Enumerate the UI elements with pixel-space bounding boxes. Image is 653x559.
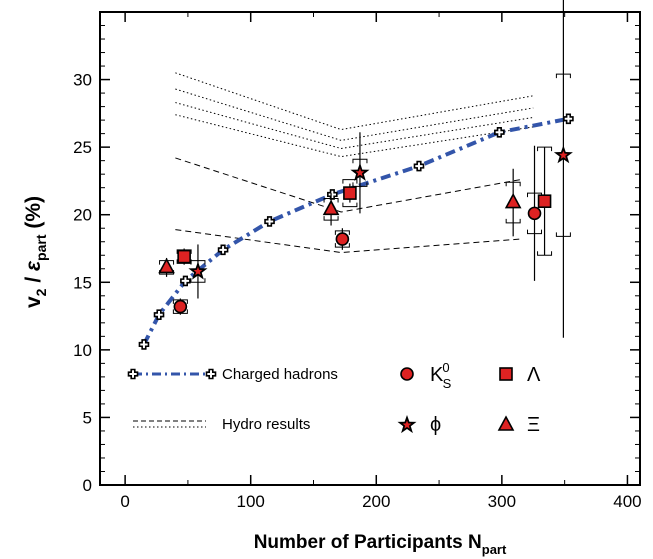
series-1 — [172, 145, 543, 315]
legend-charged-marker-left — [127, 368, 139, 380]
point-cross-2 — [180, 275, 191, 287]
point-circle-2 — [527, 206, 542, 221]
legend-xi-label: Ξ — [527, 414, 540, 436]
hydro-curves — [175, 72, 534, 254]
legend-lambda-label: Λ — [527, 364, 541, 386]
point-star-1 — [350, 162, 370, 181]
point-star-0 — [188, 261, 208, 280]
hydro-dotted-3 — [175, 114, 534, 158]
legend-cross-icon — [127, 368, 139, 380]
y-axis-title-eps-sub: part — [33, 234, 49, 261]
point-cross-0 — [138, 339, 150, 350]
x-tick-label-0: 0 — [120, 492, 129, 511]
y-tick-label-10: 10 — [73, 341, 92, 360]
point-triangle-0 — [158, 257, 175, 274]
legend-lambda-marker — [499, 367, 513, 381]
legend-square-icon — [499, 367, 513, 381]
axis-ticks: 0 100 200 300 400 0 5 10 15 20 25 30 — [73, 12, 642, 511]
legend-phi-marker — [397, 415, 417, 434]
y-axis-title-v-sub: 2 — [33, 288, 49, 296]
point-triangle-1 — [322, 199, 340, 216]
series-4 — [158, 168, 522, 277]
hydro-dotted-1 — [175, 88, 534, 141]
point-square-2 — [537, 194, 552, 208]
point-circle-0 — [173, 299, 188, 314]
sys-bracket — [537, 146, 553, 256]
sys-bracket — [323, 197, 339, 221]
legend-charged-marker-right — [205, 368, 217, 380]
sys-bracket — [505, 181, 521, 224]
data-points — [138, 0, 574, 350]
point-circle-1 — [335, 232, 350, 246]
point-cross-5 — [327, 189, 338, 200]
y-axis-title-v: v — [22, 296, 45, 308]
y-tick-label-25: 25 — [73, 138, 92, 157]
hydro-dashed-0 — [175, 229, 521, 254]
x-axis-title-main: Number of Participants — [254, 532, 463, 553]
y-axis-title-eps: ε — [22, 260, 45, 271]
point-star-2 — [553, 145, 573, 164]
point-square-1 — [343, 186, 357, 200]
point-cross-6 — [413, 160, 425, 172]
charged-hadron-fit — [142, 116, 569, 346]
legend-star-icon — [397, 415, 417, 434]
y-axis-title-slash: / — [22, 271, 45, 289]
sys-bracket — [190, 260, 206, 283]
x-axis-title-sub: part — [482, 542, 507, 557]
x-axis-title: Number of Participants Npart — [254, 532, 507, 557]
series-0 — [138, 113, 574, 350]
point-cross-1 — [153, 309, 165, 321]
legend-circle-icon — [400, 367, 414, 381]
point-cross-7 — [494, 126, 505, 138]
y-tick-label-30: 30 — [73, 71, 92, 90]
point-cross-8 — [563, 113, 574, 125]
point-triangle-2 — [504, 192, 522, 209]
sys-bracket — [352, 158, 368, 187]
y-tick-label-5: 5 — [83, 408, 92, 427]
y-tick-label-0: 0 — [83, 476, 92, 495]
legend-phi-label: ϕ — [430, 414, 441, 436]
legend: Charged hadrons Hydro results K0 S Λ ϕ Ξ — [127, 360, 541, 436]
x-tick-label-200: 200 — [362, 492, 390, 511]
legend-triangle-icon — [497, 415, 515, 431]
hydro-dotted-2 — [175, 102, 534, 150]
y-axis-title: v2 / εpart (%) — [22, 196, 49, 308]
y-axis-title-unit: (%) — [22, 196, 45, 235]
hydro-dotted-0 — [175, 72, 534, 131]
charged-hadron-line — [142, 116, 569, 346]
legend-cross-icon — [205, 368, 217, 380]
y-tick-label-15: 15 — [73, 273, 92, 292]
sys-bracket — [342, 179, 358, 208]
hydro-dashed-1 — [175, 157, 521, 213]
x-axis-title-var: N — [468, 532, 482, 553]
series-2 — [176, 146, 553, 265]
legend-charged-label: Charged hadrons — [222, 366, 338, 383]
legend-k0s-marker — [400, 367, 414, 381]
plot-frame — [99, 11, 641, 486]
legend-k0s-label: K0 S — [430, 360, 452, 391]
point-cross-4 — [264, 216, 275, 227]
x-tick-label-400: 400 — [613, 492, 641, 511]
legend-xi-marker — [497, 415, 515, 431]
sys-bracket — [334, 230, 350, 248]
y-tick-label-20: 20 — [73, 206, 92, 225]
legend-hydro-label: Hydro results — [222, 416, 310, 433]
point-square-0 — [177, 249, 191, 264]
x-tick-label-100: 100 — [237, 492, 265, 511]
point-cross-3 — [217, 244, 229, 256]
x-tick-label-300: 300 — [488, 492, 516, 511]
sys-bracket — [555, 73, 571, 237]
series-3 — [188, 0, 573, 338]
